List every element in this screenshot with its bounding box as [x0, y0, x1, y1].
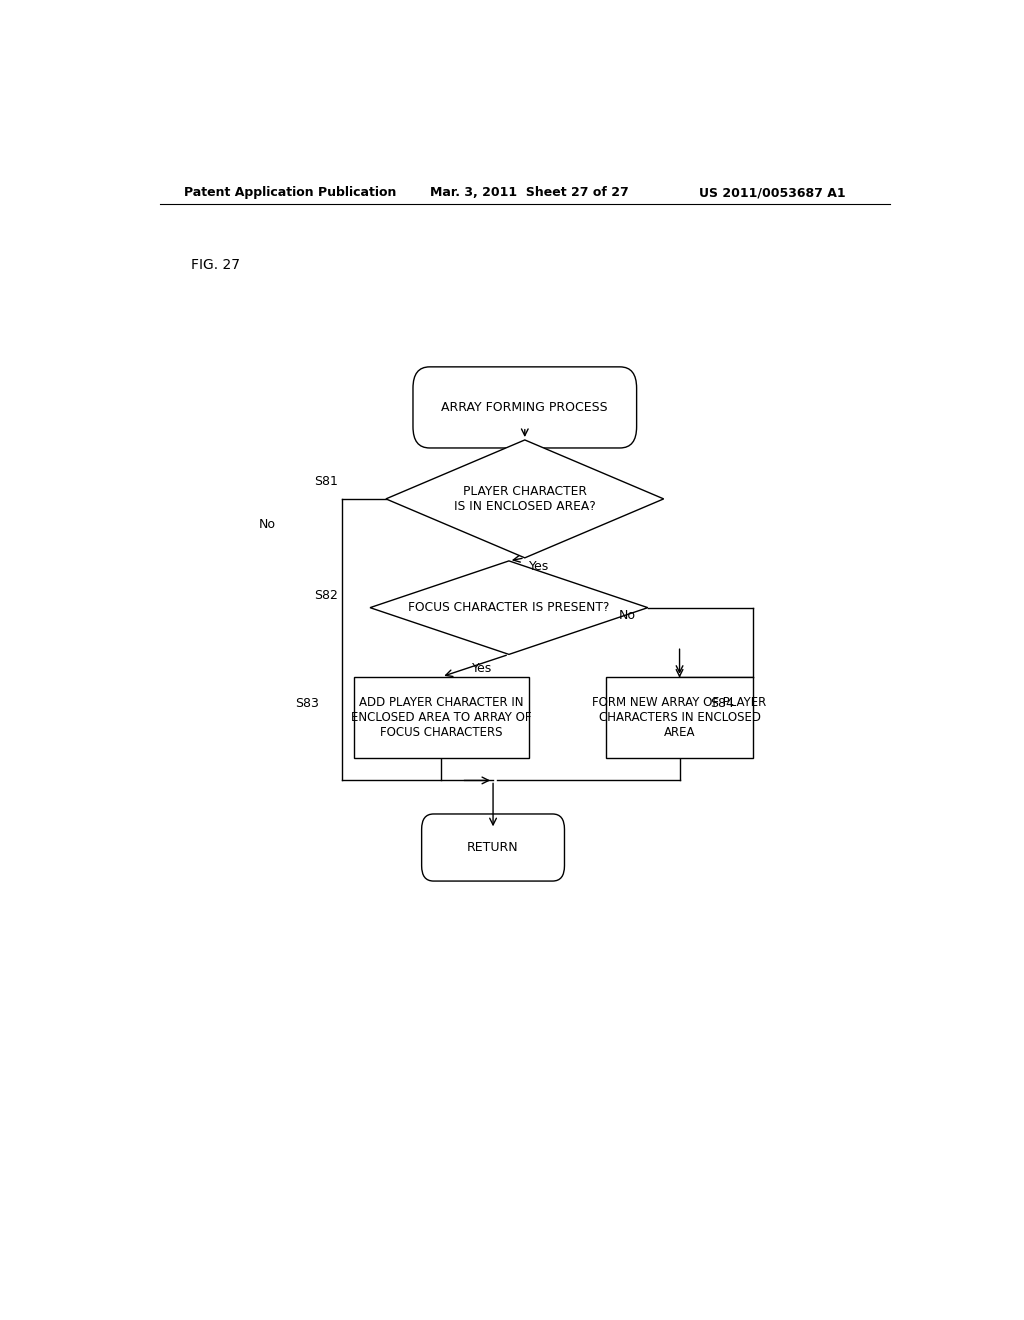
Bar	[606, 677, 753, 758]
Text: PLAYER CHARACTER
IS IN ENCLOSED AREA?: PLAYER CHARACTER IS IN ENCLOSED AREA?	[454, 484, 596, 513]
Text: S82: S82	[314, 589, 338, 602]
FancyBboxPatch shape	[413, 367, 637, 447]
Bar	[354, 677, 528, 758]
Text: Patent Application Publication: Patent Application Publication	[183, 186, 396, 199]
Text: Yes: Yes	[528, 561, 549, 573]
Polygon shape	[370, 561, 648, 655]
Text: No: No	[618, 610, 636, 622]
Text: ADD PLAYER CHARACTER IN
ENCLOSED AREA TO ARRAY OF
FOCUS CHARACTERS: ADD PLAYER CHARACTER IN ENCLOSED AREA TO…	[351, 696, 531, 739]
Text: FORM NEW ARRAY OF PLAYER
CHARACTERS IN ENCLOSED
AREA: FORM NEW ARRAY OF PLAYER CHARACTERS IN E…	[593, 696, 767, 739]
Text: RETURN: RETURN	[467, 841, 519, 854]
Text: ARRAY FORMING PROCESS: ARRAY FORMING PROCESS	[441, 401, 608, 414]
FancyBboxPatch shape	[422, 814, 564, 880]
Text: Yes: Yes	[472, 663, 492, 675]
Text: FIG. 27: FIG. 27	[191, 259, 241, 272]
Text: S83: S83	[295, 697, 318, 710]
Text: US 2011/0053687 A1: US 2011/0053687 A1	[699, 186, 846, 199]
Text: S81: S81	[314, 475, 338, 488]
Text: FOCUS CHARACTER IS PRESENT?: FOCUS CHARACTER IS PRESENT?	[409, 601, 609, 614]
Polygon shape	[386, 440, 664, 558]
Text: Mar. 3, 2011  Sheet 27 of 27: Mar. 3, 2011 Sheet 27 of 27	[430, 186, 629, 199]
Text: No: No	[259, 517, 275, 531]
Text: S84: S84	[710, 697, 733, 710]
